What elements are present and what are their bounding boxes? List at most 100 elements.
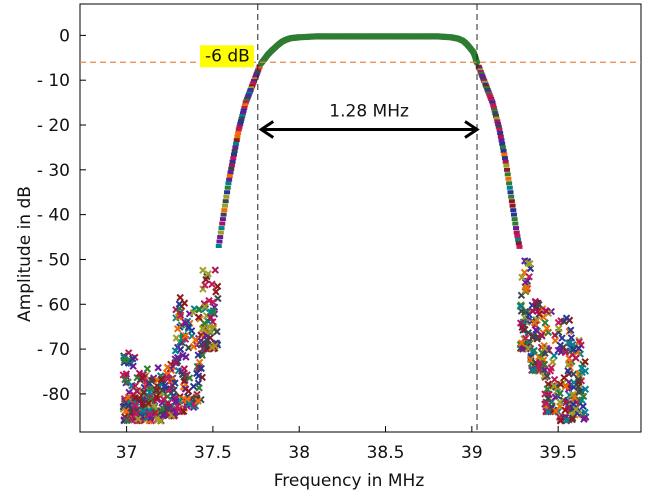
noise-point <box>180 407 188 416</box>
skirt-point <box>493 114 500 119</box>
x-axis: 37 37.5 38 38.5 39 39.5 <box>116 426 577 463</box>
noise-point <box>556 417 565 425</box>
y-tick-label: -80 <box>42 385 70 405</box>
noise-point <box>561 382 570 391</box>
y-tick-label: - 30 <box>37 161 70 181</box>
skirt-point <box>509 203 516 208</box>
y-tick-label: - 50 <box>37 250 70 270</box>
skirt-point <box>490 105 497 110</box>
skirt-point <box>514 234 521 239</box>
skirt-point <box>241 105 248 110</box>
skirt-point <box>232 145 239 150</box>
bandwidth-label: 1.28 MHz <box>329 101 409 121</box>
noise-point <box>152 386 161 394</box>
noise-point <box>574 375 583 384</box>
noise-point <box>579 392 588 401</box>
noise-point <box>194 351 202 359</box>
skirt-point <box>226 177 233 182</box>
noise-point <box>581 358 589 366</box>
noise-point <box>541 319 549 327</box>
noise-point <box>524 344 532 353</box>
noise-point <box>175 300 184 308</box>
skirt-point <box>237 122 244 127</box>
skirt-point <box>515 237 522 242</box>
x-tick-label: 39.5 <box>539 443 577 463</box>
skirt-point <box>242 100 249 105</box>
noise-point <box>129 362 137 370</box>
noise-point <box>132 409 141 418</box>
x-axis-title: Frequency in MHz <box>274 471 425 491</box>
noise-point <box>535 301 543 309</box>
noise-point <box>556 341 565 350</box>
noise-point <box>569 400 577 408</box>
noise-point <box>153 393 161 402</box>
noise-point <box>138 374 146 382</box>
noise-point <box>567 334 576 342</box>
noise-point <box>543 385 552 393</box>
y-tick-label: - 40 <box>37 206 70 226</box>
skirt-layer <box>215 64 523 249</box>
noise-point <box>180 365 189 373</box>
skirt-point <box>492 111 499 116</box>
skirt-point <box>233 141 240 146</box>
noise-point <box>195 364 203 372</box>
noise-point <box>194 305 203 314</box>
skirt-point <box>506 181 513 186</box>
skirt-point <box>497 131 504 136</box>
noise-point <box>170 386 178 394</box>
skirt-point <box>515 241 522 246</box>
noise-point <box>124 402 133 410</box>
noise-point <box>184 323 193 331</box>
skirt-point <box>236 124 243 129</box>
noise-point <box>123 416 131 425</box>
skirt-point <box>239 111 246 116</box>
skirt-point <box>513 230 520 235</box>
y-tick-label: - 10 <box>37 71 70 91</box>
noise-point <box>200 319 209 328</box>
noise-point <box>171 379 179 387</box>
skirt-point <box>489 100 496 105</box>
skirt-point <box>505 176 512 181</box>
noise-point <box>550 375 559 384</box>
noise-point <box>206 313 215 322</box>
noise-point <box>575 344 583 352</box>
noise-point <box>212 288 220 296</box>
noise-point <box>208 280 216 288</box>
noise-point <box>172 334 181 342</box>
noise-point <box>542 399 550 408</box>
skirt-point <box>224 185 231 190</box>
noise-point <box>122 406 130 415</box>
skirt-point <box>240 108 247 113</box>
noise-point <box>153 395 161 404</box>
noise-point <box>154 364 162 372</box>
noise-point <box>146 395 155 403</box>
noise-point <box>526 260 534 268</box>
skirt-point <box>503 163 510 168</box>
noise-point <box>544 394 552 403</box>
skirt-point <box>513 226 520 231</box>
noise-point <box>526 355 535 364</box>
noise-point <box>204 317 213 326</box>
noise-point <box>124 349 133 357</box>
skirt-point <box>495 122 502 127</box>
skirt-point <box>217 230 224 235</box>
skirt-point <box>221 208 228 213</box>
noise-point <box>197 364 205 373</box>
y-tick-label: - 70 <box>37 340 70 360</box>
skirt-point <box>494 119 501 124</box>
noise-point <box>529 331 537 340</box>
x-tick-label: 38 <box>288 443 310 463</box>
skirt-point <box>234 134 241 139</box>
skirt-point <box>504 167 511 172</box>
noise-point <box>195 384 203 392</box>
noise-point <box>208 343 216 352</box>
noise-point <box>143 365 152 373</box>
noise-point <box>561 348 570 357</box>
skirt-point <box>508 199 515 204</box>
noise-point <box>555 324 563 333</box>
noise-point <box>145 410 154 418</box>
noise-point <box>569 370 578 378</box>
noise-point <box>124 393 132 402</box>
noise-point <box>194 397 202 405</box>
noise-point <box>173 325 182 333</box>
